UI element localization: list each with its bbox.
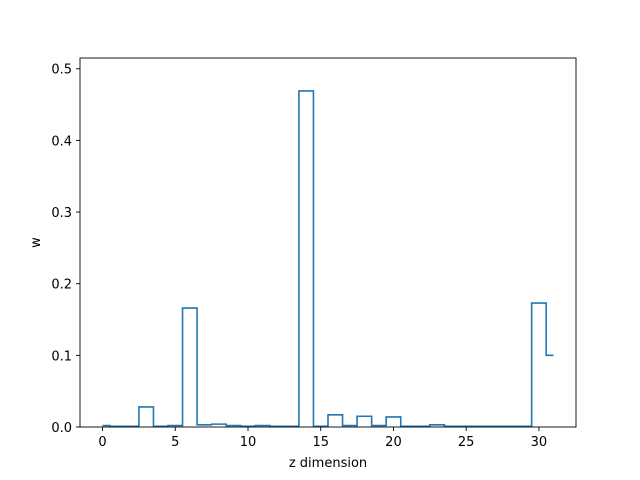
y-tick-label: 0.4 xyxy=(51,134,72,149)
x-tick-label: 15 xyxy=(312,435,329,450)
y-axis-ticks: 0.0 0.1 0.2 0.3 0.4 0.5 xyxy=(51,63,80,436)
x-tick-label: 25 xyxy=(458,435,475,450)
x-axis-ticks: 0 5 10 15 20 25 30 xyxy=(98,427,547,450)
y-tick-label: 0.5 xyxy=(51,63,72,78)
x-axis-label: z dimension xyxy=(289,456,367,471)
y-tick-label: 0.0 xyxy=(51,421,72,436)
y-tick-label: 0.1 xyxy=(51,349,72,364)
axes-frame xyxy=(79,57,577,428)
x-tick-label: 10 xyxy=(240,435,257,450)
x-tick-label: 30 xyxy=(531,435,548,450)
y-axis-label: w xyxy=(29,237,44,248)
series-line xyxy=(102,90,554,428)
x-tick-label: 5 xyxy=(171,435,179,450)
x-tick-label: 0 xyxy=(98,435,106,450)
x-tick-label: 20 xyxy=(385,435,402,450)
y-tick-label: 0.3 xyxy=(51,206,72,221)
y-tick-label: 0.2 xyxy=(51,278,72,293)
plot-area xyxy=(79,57,577,428)
